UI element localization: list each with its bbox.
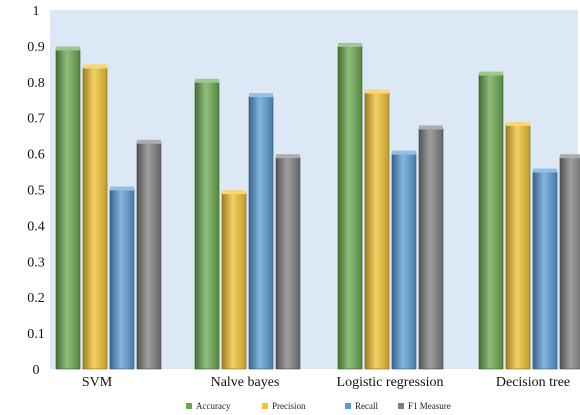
category-label: SVM	[82, 375, 113, 390]
bar-top-accuracy-4	[479, 71, 503, 76]
bar-accuracy-3	[337, 45, 363, 370]
bar-top-f1-measure-2	[276, 154, 300, 159]
legend-label-precision: Precision	[272, 401, 306, 411]
legend-swatch-precision	[262, 403, 268, 409]
bar-top-precision-2	[222, 190, 246, 195]
bar-f1-measure-1	[136, 142, 162, 370]
bar-f1-measure-3	[418, 128, 444, 370]
category-label: Logistic regression	[337, 375, 444, 390]
legend-label-accuracy: Accuracy	[196, 401, 231, 411]
bar-recall-3	[391, 153, 417, 370]
bar-top-recall-4	[533, 168, 557, 173]
bar-top-accuracy-3	[338, 42, 362, 47]
y-tick-label: 0.3	[27, 255, 45, 270]
bar-top-precision-4	[506, 121, 530, 126]
bar-top-f1-measure-3	[419, 125, 443, 130]
bar-recall-2	[248, 95, 274, 370]
legend-swatch-accuracy	[186, 403, 192, 409]
bar-accuracy-4	[478, 74, 504, 370]
bar-precision-2	[221, 192, 247, 370]
bar-top-precision-1	[83, 64, 107, 69]
legend-label-recall: Recall	[355, 401, 378, 411]
y-tick-label: 0.4	[27, 219, 45, 234]
bar-top-f1-measure-1	[137, 139, 161, 144]
bar-precision-4	[505, 124, 531, 370]
category-labels: SVM Nalve bayes Logistic regression Decisio…	[82, 375, 570, 390]
bar-recall-4	[532, 171, 558, 370]
bar-f1-measure-2	[275, 156, 301, 370]
bar-precision-1	[82, 67, 108, 370]
bar-accuracy-2	[194, 81, 220, 370]
bar-accuracy-1	[55, 49, 81, 370]
legend-swatch-f1-measure	[398, 403, 404, 409]
y-tick-label: 0.7	[27, 112, 45, 127]
bar-top-accuracy-2	[195, 78, 219, 83]
y-axis-ticks: 0 0.1 0.2 0.3 0.4 0.5 0.6 0.7 0.8 0.9 1	[27, 4, 45, 378]
y-tick-label: 0.6	[27, 148, 45, 163]
legend: Accuracy Precision Recall F1 Measure	[186, 401, 451, 411]
category-label: Nalve bayes	[211, 375, 280, 390]
bars-group	[55, 42, 580, 370]
bar-top-f1-measure-4	[560, 154, 580, 159]
bar-f1-measure-4	[559, 156, 580, 370]
legend-swatch-recall	[345, 403, 351, 409]
bar-top-precision-3	[365, 89, 389, 94]
y-tick-label: 0.5	[27, 184, 45, 199]
bar-top-recall-3	[392, 150, 416, 155]
bar-precision-3	[364, 92, 390, 370]
legend-label-f1-measure: F1 Measure	[408, 401, 451, 411]
bar-recall-1	[109, 189, 135, 370]
bar-top-recall-1	[110, 186, 134, 191]
bar-top-recall-2	[249, 93, 273, 98]
y-tick-label: 0.8	[27, 76, 45, 91]
bar-top-accuracy-1	[56, 46, 80, 51]
y-tick-label: 0	[33, 363, 40, 378]
y-tick-label: 0.1	[27, 327, 45, 342]
y-tick-label: 1	[33, 4, 40, 19]
y-tick-label: 0.9	[27, 40, 45, 55]
y-tick-label: 0.2	[27, 291, 45, 306]
category-label: Decision tree	[496, 375, 570, 390]
